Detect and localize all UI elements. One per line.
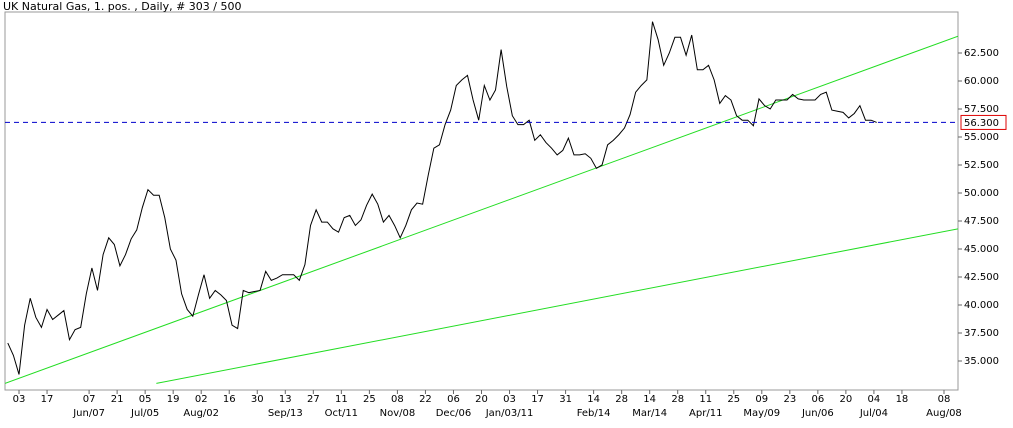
y-tick-label: 35.000 — [964, 356, 999, 367]
x-month-label: Jul/05 — [130, 408, 159, 419]
y-tick-label: 45.000 — [964, 244, 999, 255]
plot-area — [4, 11, 959, 391]
x-tick-label: 03 — [13, 394, 26, 405]
x-month-label: Jan/03/11 — [485, 408, 534, 419]
x-month-label: Jun/06 — [801, 408, 834, 419]
x-tick-label: 28 — [615, 394, 628, 405]
x-tick-label: 11 — [335, 394, 348, 405]
x-month-label: Aug/08 — [926, 408, 962, 419]
x-tick-label: 08 — [391, 394, 404, 405]
x-month-label: Aug/02 — [183, 408, 219, 419]
y-tick-label: 50.000 — [964, 188, 999, 199]
x-tick-label: 17 — [531, 394, 544, 405]
x-tick-label: 25 — [727, 394, 740, 405]
x-tick-label: 02 — [195, 394, 208, 405]
x-month-label: Jun/07 — [72, 408, 105, 419]
y-tick-label: 40.000 — [964, 300, 999, 311]
x-tick-label: 18 — [896, 394, 909, 405]
x-tick-label: 13 — [279, 394, 292, 405]
line-series — [156, 228, 958, 384]
x-tick-label: 22 — [419, 394, 432, 405]
x-tick-label: 04 — [868, 394, 881, 405]
x-tick-label: 27 — [307, 394, 320, 405]
x-tick-label: 28 — [671, 394, 684, 405]
x-month-label: Jul/04 — [859, 408, 888, 419]
x-month-label: Apr/11 — [689, 408, 722, 419]
x-tick-label: 17 — [41, 394, 54, 405]
x-tick-label: 16 — [223, 394, 236, 405]
x-tick-label: 31 — [559, 394, 572, 405]
x-tick-label: 14 — [643, 394, 656, 405]
x-tick-label: 09 — [755, 394, 768, 405]
x-tick-label: 06 — [811, 394, 824, 405]
x-month-label: Dec/06 — [436, 408, 471, 419]
x-tick-label: 19 — [167, 394, 180, 405]
x-tick-label: 05 — [139, 394, 152, 405]
x-tick-label: 20 — [840, 394, 853, 405]
series-group — [5, 21, 958, 384]
y-tick-label: 37.500 — [964, 328, 999, 339]
line-series — [5, 35, 958, 384]
x-tick-label: 25 — [363, 394, 376, 405]
x-month-label: Mar/14 — [632, 408, 667, 419]
chart-title: UK Natural Gas, 1. pos. , Daily, # 303 /… — [3, 0, 241, 13]
x-tick-label: 03 — [503, 394, 516, 405]
x-tick-label: 30 — [251, 394, 264, 405]
x-tick-label: 08 — [938, 394, 951, 405]
x-month-label: May/09 — [743, 408, 780, 419]
y-tick-label: 55.000 — [964, 132, 999, 143]
x-tick-label: 11 — [699, 394, 712, 405]
line-series — [7, 21, 877, 375]
y-tick-label: 42.500 — [964, 272, 999, 283]
y-tick-label: 62.500 — [964, 48, 999, 59]
reference-label-box — [960, 114, 1007, 130]
x-month-label: Sep/13 — [268, 408, 303, 419]
x-tick-label: 23 — [783, 394, 796, 405]
x-tick-label: 20 — [475, 394, 488, 405]
y-tick-label: 60.000 — [964, 76, 999, 87]
x-month-label: Nov/08 — [380, 408, 416, 419]
x-month-label: Feb/14 — [577, 408, 611, 419]
y-tick-label: 57.500 — [964, 104, 999, 115]
x-month-label: Oct/11 — [325, 408, 358, 419]
x-tick-label: 07 — [83, 394, 96, 405]
y-tick-label: 47.500 — [964, 216, 999, 227]
x-tick-label: 14 — [587, 394, 600, 405]
x-tick-label: 21 — [111, 394, 124, 405]
x-tick-label: 06 — [447, 394, 460, 405]
reference-label: 56.300 — [964, 118, 999, 129]
y-tick-label: 52.500 — [964, 160, 999, 171]
